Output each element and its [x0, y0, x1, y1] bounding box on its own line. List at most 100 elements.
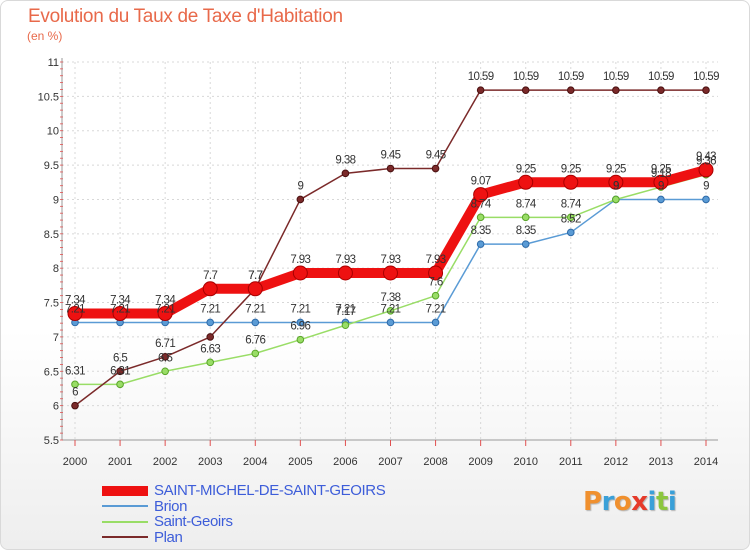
logo-letter: i	[647, 487, 657, 517]
x-tick-label: 2000	[63, 456, 87, 468]
data-label: 7.93	[290, 254, 310, 266]
data-label: 7.21	[290, 303, 310, 315]
legend-swatch	[102, 505, 148, 508]
data-point	[521, 213, 530, 222]
data-point	[161, 367, 169, 376]
logo-letter: r	[601, 487, 615, 517]
data-point	[71, 401, 79, 410]
data-label: 10.59	[558, 71, 584, 83]
x-tick-label: 2012	[604, 456, 628, 468]
data-label: 7.93	[335, 254, 355, 266]
data-point	[116, 367, 124, 376]
data-point	[702, 195, 710, 204]
chart-subtitle: (en %)	[27, 29, 63, 43]
data-label: 9	[658, 180, 664, 192]
chart-legend: SAINT-MICHEL-DE-SAINT-GEOIRS Brion Saint-G…	[102, 482, 386, 546]
data-label: 10.59	[693, 71, 719, 83]
data-label: 8.74	[561, 198, 582, 210]
x-tick-label: 2002	[153, 456, 177, 468]
data-point	[563, 174, 579, 190]
data-point	[431, 318, 440, 327]
data-point	[112, 306, 128, 322]
data-point	[431, 164, 440, 173]
data-point	[698, 162, 714, 178]
data-label: 7.6	[428, 277, 442, 289]
data-label: 9.43	[696, 151, 716, 163]
logo-letter: P	[583, 487, 602, 517]
logo-letter: x	[631, 487, 648, 517]
data-point	[521, 240, 530, 248]
data-point	[206, 333, 215, 341]
y-tick-label: 7	[53, 332, 59, 344]
legend-label: Brion	[154, 497, 188, 515]
data-point	[473, 187, 489, 203]
legend-swatch	[102, 536, 148, 539]
data-label: 8.74	[471, 198, 492, 210]
data-label: 7.21	[245, 303, 265, 315]
data-point	[566, 228, 575, 237]
legend-item: Brion	[102, 497, 385, 515]
data-point	[428, 265, 444, 281]
data-point	[206, 318, 215, 327]
data-point	[386, 164, 395, 173]
x-tick-label: 2001	[108, 456, 132, 468]
data-point	[157, 306, 173, 322]
data-point	[251, 318, 260, 327]
y-tick-label: 7.5	[44, 298, 59, 310]
data-label: 7.17	[335, 306, 355, 318]
data-label: 7.21	[110, 303, 130, 315]
data-point	[67, 306, 83, 322]
data-label: 7.93	[426, 254, 446, 266]
legend-item: SAINT-MICHEL-DE-SAINT-GEOIRS	[102, 482, 386, 500]
data-label: 9	[613, 180, 619, 192]
data-point	[518, 174, 534, 190]
data-label: 7.21	[335, 303, 355, 315]
data-point	[386, 318, 395, 327]
y-tick-label: 5.5	[44, 435, 59, 447]
data-label: 6.5	[113, 352, 127, 364]
data-label: 7.21	[155, 303, 175, 315]
data-point	[341, 169, 350, 178]
x-tick-label: 2008	[423, 456, 447, 468]
data-point	[251, 349, 260, 358]
data-label: 9.36	[696, 156, 716, 168]
data-label: 7.93	[381, 254, 401, 266]
data-label: 9.25	[651, 163, 671, 175]
data-label: 9.38	[335, 154, 355, 166]
data-label: 6.63	[200, 343, 220, 355]
data-label: 9.25	[516, 163, 536, 175]
y-tick-label: 8.5	[44, 229, 59, 241]
data-label: 7.21	[65, 303, 85, 315]
data-point	[476, 86, 485, 94]
x-tick-label: 2009	[468, 456, 492, 468]
x-tick-label: 2005	[288, 456, 312, 468]
data-point	[431, 291, 440, 300]
data-label: 8.35	[516, 225, 536, 237]
data-point	[71, 380, 79, 389]
data-label: 7.38	[381, 292, 401, 304]
data-label: 6.71	[155, 338, 175, 350]
logo-letter: o	[613, 487, 632, 517]
data-label: 6.96	[290, 321, 310, 333]
data-label: 9.45	[426, 150, 446, 162]
data-point	[702, 86, 710, 94]
data-label: 7.34	[155, 295, 176, 307]
x-tick-label: 2004	[243, 456, 267, 468]
data-point	[116, 380, 124, 389]
data-label: 7.7	[248, 270, 262, 282]
data-label: 9.07	[471, 176, 491, 188]
legend-label: SAINT-MICHEL-DE-SAINT-GEOIRS	[154, 482, 386, 500]
logo-letter: t	[655, 487, 668, 517]
data-point	[247, 281, 263, 297]
legend-label: Plan	[154, 528, 183, 546]
data-point	[296, 335, 305, 344]
data-point	[296, 195, 305, 204]
data-label: 9.18	[651, 168, 671, 180]
data-point	[296, 318, 305, 327]
data-point	[386, 306, 395, 315]
logo-letter: i	[667, 487, 677, 517]
data-label: 6.5	[158, 352, 172, 364]
legend-item: Plan	[102, 528, 385, 546]
data-label: 7.7	[203, 270, 217, 282]
